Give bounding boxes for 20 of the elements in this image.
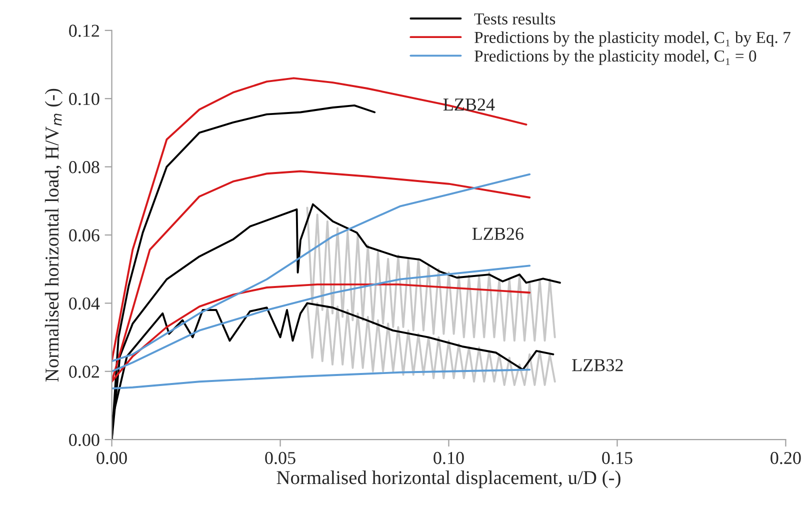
y-tick-label: 0.12 <box>69 24 99 37</box>
x-tick-label: 0.15 <box>602 452 632 464</box>
annotation: LZB26 <box>472 228 524 240</box>
x-axis-title: Normalised horizontal displacement, u/D (-) <box>276 470 620 488</box>
x-tick-label: 0.00 <box>96 452 127 464</box>
y-tick-label: 0.00 <box>69 434 100 446</box>
y-tick-label: 0.04 <box>69 297 100 310</box>
legend-label: Tests results <box>474 12 556 25</box>
y-tick-label: 0.02 <box>69 366 99 378</box>
legend-label: Predictions by the plasticity model, C₁ = 0 <box>474 50 756 66</box>
y-tick-label: 0.06 <box>69 229 100 242</box>
y-tick-label: 0.10 <box>69 92 100 106</box>
legend-label: Predictions by the plasticity model, C₁ by Eq. 7 <box>474 31 790 46</box>
x-tick-label: 0.10 <box>434 452 464 464</box>
y-axis-title: Normalised horizontal load, H/V$_{m}$ (-) <box>44 88 63 382</box>
annotation: LZB24 <box>443 98 495 111</box>
annotation: LZB32 <box>572 359 623 372</box>
x-tick-label: 0.20 <box>770 452 801 464</box>
x-tick-label: 0.05 <box>265 452 296 464</box>
y-tick-label: 0.08 <box>69 161 100 174</box>
